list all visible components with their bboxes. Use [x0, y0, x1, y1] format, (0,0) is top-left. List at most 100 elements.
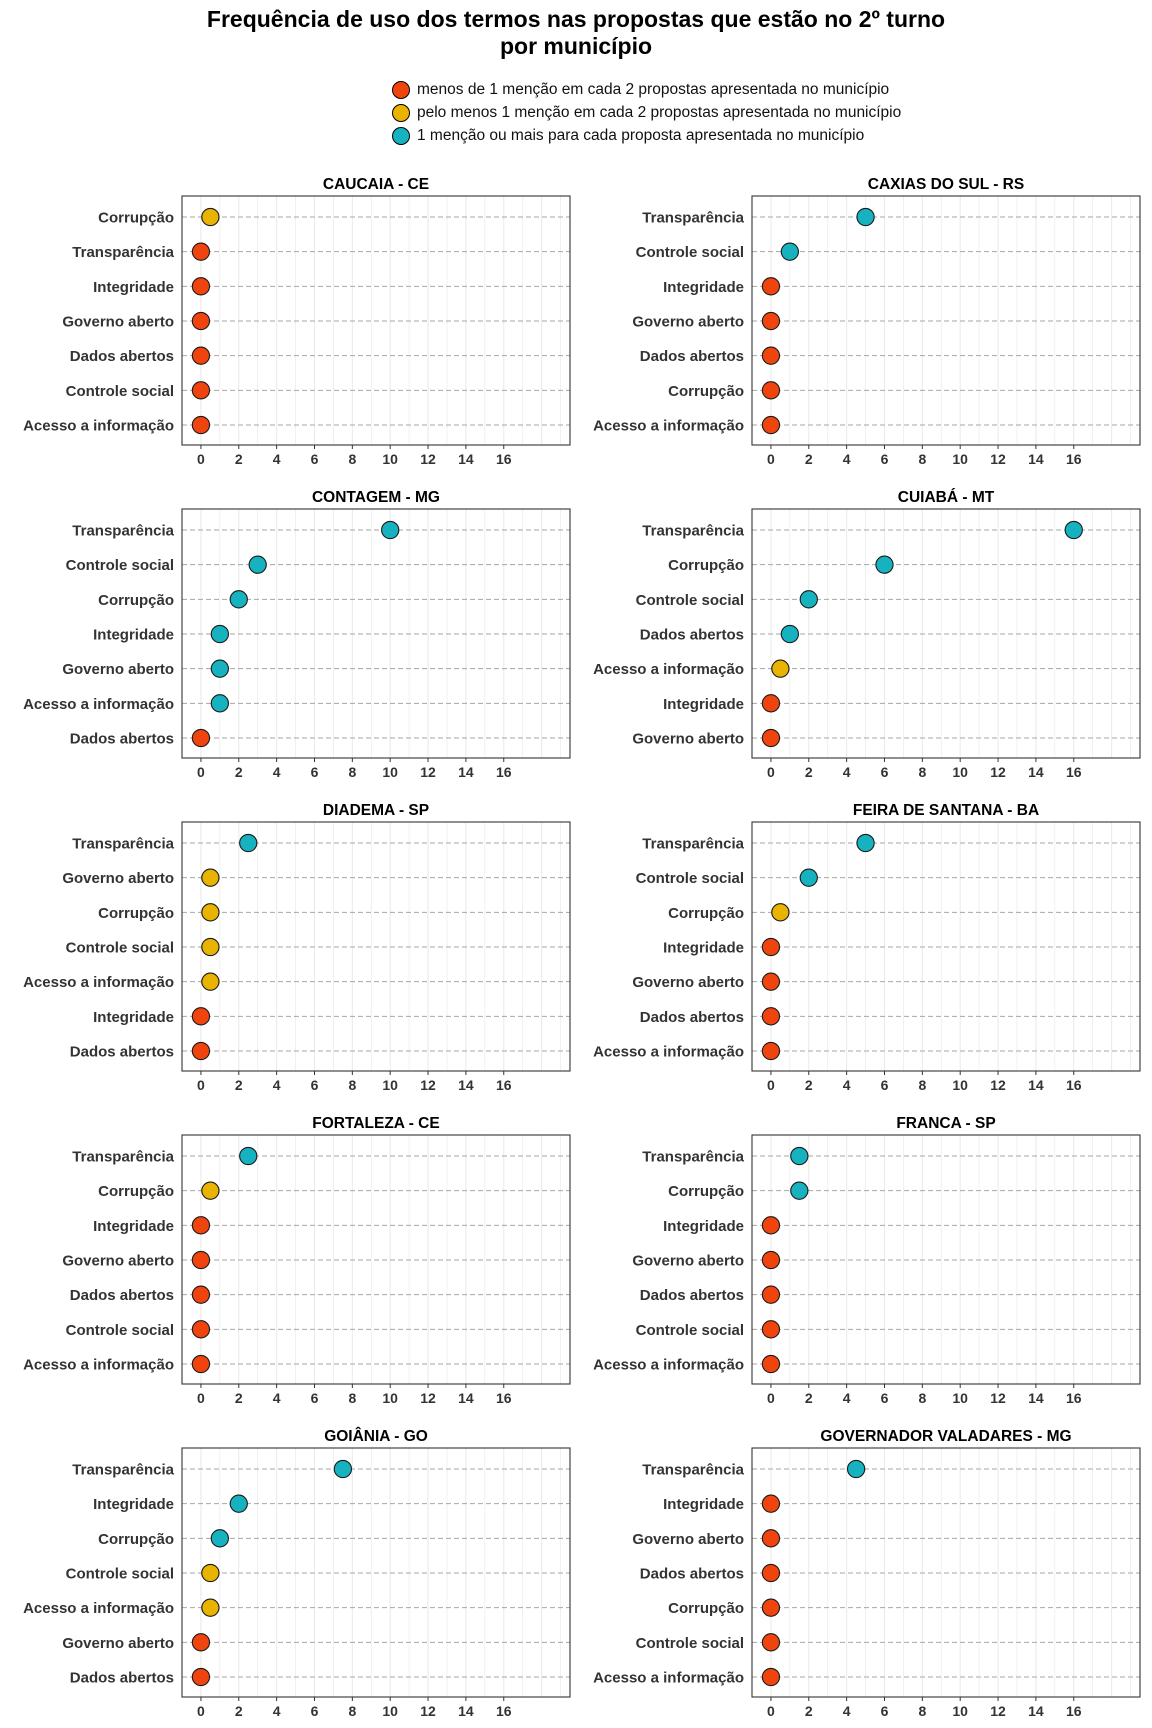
- data-point: [191, 1285, 211, 1304]
- x-tick-label: 10: [952, 764, 968, 780]
- x-tick-label: 4: [843, 1703, 851, 1719]
- data-point: [210, 1529, 230, 1548]
- term-label: Controle social: [66, 383, 174, 400]
- panel-title: CAUCAIA - CE: [323, 176, 429, 193]
- term-label: Acesso a informação: [593, 1044, 744, 1061]
- x-tick-label: 8: [918, 1703, 926, 1719]
- term-label: Dados abertos: [640, 627, 744, 644]
- x-tick-label: 8: [918, 1390, 926, 1406]
- x-tick-label: 16: [1066, 1703, 1082, 1719]
- x-tick-label: 8: [918, 764, 926, 780]
- term-label: Governo aberto: [62, 1635, 174, 1652]
- data-point: [191, 1216, 211, 1235]
- term-label: Transparência: [642, 1149, 744, 1166]
- term-label: Governo aberto: [632, 314, 744, 331]
- term-label: Dados abertos: [640, 1287, 744, 1304]
- data-point: [761, 277, 781, 296]
- data-point: [248, 555, 267, 574]
- x-tick-label: 12: [990, 1703, 1006, 1719]
- term-label: Dados abertos: [640, 1009, 744, 1026]
- data-point: [790, 1146, 809, 1166]
- data-point: [761, 1320, 781, 1339]
- x-tick-label: 14: [458, 1077, 474, 1093]
- term-label: Governo aberto: [62, 1253, 174, 1270]
- data-point: [201, 903, 220, 922]
- panel-title: CAXIAS DO SUL - RS: [868, 176, 1024, 193]
- term-label: Acesso a informação: [23, 1357, 174, 1374]
- x-tick-label: 14: [458, 1390, 474, 1406]
- data-point: [846, 1459, 866, 1479]
- data-point: [761, 1285, 781, 1304]
- x-tick-label: 16: [496, 1077, 512, 1093]
- term-label: Controle social: [636, 870, 744, 887]
- panel-7: FRANCA - SP Transparência Corrupção Integri…: [593, 1115, 1141, 1406]
- term-label: Corrupção: [668, 383, 744, 400]
- term-label: Integridade: [663, 1218, 744, 1235]
- x-tick-label: 16: [1066, 451, 1082, 467]
- term-label: Integridade: [93, 1218, 174, 1235]
- data-point: [201, 207, 220, 227]
- x-tick-label: 14: [1028, 1390, 1044, 1406]
- data-point: [1064, 520, 1083, 540]
- legend-item-mid: pelo menos 1 menção em cada 2 propostas …: [392, 101, 901, 124]
- panel-title: CUIABÁ - MT: [898, 489, 995, 506]
- x-tick-label: 16: [1066, 1390, 1082, 1406]
- term-label: Integridade: [93, 627, 174, 644]
- data-point: [780, 242, 800, 261]
- data-point: [191, 415, 211, 435]
- data-point: [201, 868, 220, 887]
- data-point: [229, 1494, 248, 1513]
- x-tick-label: 2: [235, 1703, 243, 1719]
- panel-title: GOIÂNIA - GO: [324, 1427, 428, 1445]
- term-label: Integridade: [93, 1496, 174, 1513]
- data-point: [191, 1007, 211, 1026]
- x-tick-label: 8: [348, 1390, 356, 1406]
- x-tick-label: 10: [382, 1077, 398, 1093]
- x-tick-label: 2: [805, 764, 813, 780]
- x-tick-label: 4: [273, 1390, 281, 1406]
- data-point: [191, 1250, 211, 1270]
- x-tick-label: 2: [805, 1077, 813, 1093]
- data-point: [191, 1667, 211, 1687]
- term-label: Governo aberto: [632, 1253, 744, 1270]
- x-tick-label: 12: [420, 1390, 436, 1406]
- term-label: Corrupção: [98, 1183, 174, 1200]
- x-tick-label: 6: [311, 1703, 319, 1719]
- x-tick-label: 8: [918, 451, 926, 467]
- term-label: Transparência: [72, 836, 174, 853]
- x-tick-label: 10: [382, 451, 398, 467]
- term-label: Integridade: [663, 940, 744, 957]
- panel-border: [751, 821, 1141, 1072]
- data-point: [761, 1563, 781, 1583]
- legend-swatch-high: [392, 126, 410, 145]
- data-point: [210, 624, 230, 644]
- data-point: [761, 694, 781, 713]
- x-tick-label: 6: [881, 1703, 889, 1719]
- x-tick-label: 0: [767, 451, 775, 467]
- panel-border: [181, 508, 571, 759]
- panel-title: DIADEMA - SP: [323, 802, 429, 819]
- x-tick-label: 6: [311, 764, 319, 780]
- term-label: Corrupção: [668, 557, 744, 574]
- x-tick-label: 10: [382, 764, 398, 780]
- x-tick-label: 0: [767, 1390, 775, 1406]
- x-tick-label: 12: [420, 1703, 436, 1719]
- panel-border: [181, 1447, 571, 1698]
- data-point: [201, 972, 220, 991]
- data-point: [780, 624, 800, 644]
- panel-6: FORTALEZA - CE Transparência Corrupção Inte…: [23, 1115, 571, 1406]
- legend-swatch-low: [392, 80, 410, 99]
- data-point: [191, 1354, 211, 1374]
- panel-border: [181, 821, 571, 1072]
- term-label: Integridade: [663, 279, 744, 296]
- term-label: Dados abertos: [70, 348, 174, 365]
- legend-item-high: 1 menção ou mais para cada proposta apre…: [392, 124, 901, 147]
- data-point: [191, 1041, 211, 1061]
- x-tick-label: 0: [197, 1390, 205, 1406]
- x-tick-label: 8: [348, 1703, 356, 1719]
- data-point: [761, 1633, 781, 1652]
- term-label: Acesso a informação: [23, 974, 174, 991]
- data-point: [201, 1181, 220, 1200]
- panel-2: CONTAGEM - MG Transparência Controle socia…: [23, 489, 571, 780]
- term-label: Acesso a informação: [593, 1670, 744, 1687]
